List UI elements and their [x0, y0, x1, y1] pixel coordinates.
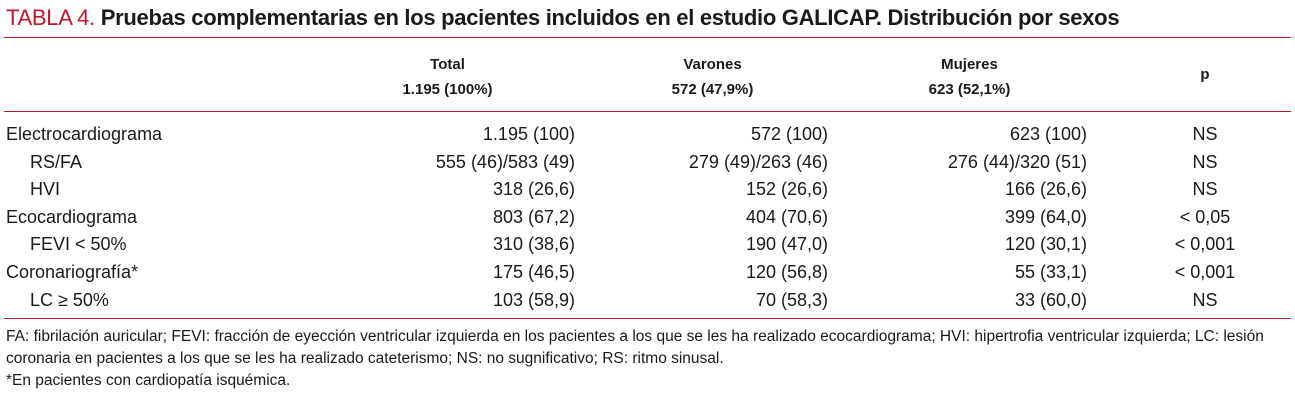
cell-mujeres: 120 (30,1) [1004, 234, 1087, 255]
cell-varones: 120 (56,8) [745, 261, 828, 282]
header-rule [4, 111, 1291, 112]
cell-total: 1.195 (100) [482, 124, 575, 144]
cell-varones: 572 (100) [750, 124, 828, 144]
table-row: Electrocardiograma 1.195 (100) 572 (100)… [0, 121, 1295, 149]
cell-varones: 152 (26,6) [745, 179, 828, 200]
cell-varones: 279 (49)/263 (46) [688, 151, 828, 172]
cell-varones: 190 (47,0) [745, 234, 828, 255]
row-label: HVI [30, 179, 61, 200]
top-rule [4, 37, 1291, 38]
table-row: RS/FA 555 (46)/583 (49) 279 (49)/263 (46… [0, 149, 1295, 177]
header-p: p [1180, 62, 1230, 87]
row-label: Coronariografía* [6, 261, 139, 282]
asterisk-note: *En pacientes con cardiopatía isquémica. [6, 372, 291, 389]
cell-p: < 0,05 [1179, 206, 1231, 227]
table-number: TABLA 4. [6, 5, 95, 30]
row-label: RS/FA [30, 151, 83, 172]
abbreviations-note: FA: fibrilación auricular; FEVI: fracció… [6, 328, 1264, 367]
header-total-count: 1.195 (100%) [402, 81, 493, 98]
row-label: Ecocardiograma [6, 206, 138, 227]
table-row: FEVI < 50% 310 (38,6) 190 (47,0) 120 (30… [0, 231, 1295, 259]
table-row: Coronariografía* 175 (46,5) 120 (56,8) 5… [0, 259, 1295, 287]
cell-varones: 70 (58,3) [755, 289, 828, 310]
table-row: LC ≥ 50% 103 (58,9) 70 (58,3) 33 (60,0) … [0, 287, 1295, 315]
cell-p: NS [1192, 289, 1218, 310]
cell-total: 310 (38,6) [492, 234, 575, 255]
cell-p: NS [1192, 151, 1218, 172]
cell-mujeres: 55 (33,1) [1014, 261, 1087, 282]
cell-mujeres: 399 (64,0) [1004, 206, 1087, 227]
table-row: Ecocardiograma 803 (67,2) 404 (70,6) 399… [0, 204, 1295, 232]
header-total: Total 1.195 (100%) [345, 52, 550, 102]
table-row: HVI 318 (26,6) 152 (26,6) 166 (26,6) NS [0, 176, 1295, 204]
header-varones: Varones 572 (47,9%) [610, 52, 815, 102]
cell-mujeres: 623 (100) [1009, 124, 1087, 144]
header-mujeres-count: 623 (52,1%) [928, 81, 1011, 98]
table-caption: Pruebas complementarias en los pacientes… [100, 5, 1120, 30]
row-label: LC ≥ 50% [30, 289, 109, 310]
header-varones-name: Varones [683, 56, 742, 73]
table-body: Electrocardiograma 1.195 (100) 572 (100)… [0, 121, 1295, 314]
header-mujeres-name: Mujeres [941, 56, 998, 73]
cell-mujeres: 166 (26,6) [1004, 179, 1087, 200]
cell-total: 555 (46)/583 (49) [435, 151, 575, 172]
cell-total: 175 (46,5) [492, 261, 575, 282]
cell-p: < 0,001 [1174, 234, 1236, 255]
cell-total: 103 (58,9) [492, 289, 575, 310]
table-footnotes: FA: fibrilación auricular; FEVI: fracció… [6, 326, 1291, 392]
cell-total: 803 (67,2) [492, 206, 575, 227]
header-varones-count: 572 (47,9%) [671, 81, 754, 98]
cell-varones: 404 (70,6) [745, 206, 828, 227]
cell-mujeres: 276 (44)/320 (51) [947, 151, 1087, 172]
cell-total: 318 (26,6) [492, 179, 575, 200]
cell-p: NS [1192, 179, 1218, 200]
table-title: TABLA 4. Pruebas complementarias en los … [6, 4, 1120, 32]
header-p-label: p [1200, 66, 1210, 83]
cell-p: < 0,001 [1174, 261, 1236, 282]
header-mujeres: Mujeres 623 (52,1%) [867, 52, 1072, 102]
cell-p: NS [1192, 124, 1218, 144]
cell-mujeres: 33 (60,0) [1014, 289, 1087, 310]
row-label: FEVI < 50% [30, 234, 127, 255]
header-total-name: Total [430, 56, 465, 73]
footer-rule [4, 318, 1291, 319]
row-label: Electrocardiograma [6, 124, 163, 144]
